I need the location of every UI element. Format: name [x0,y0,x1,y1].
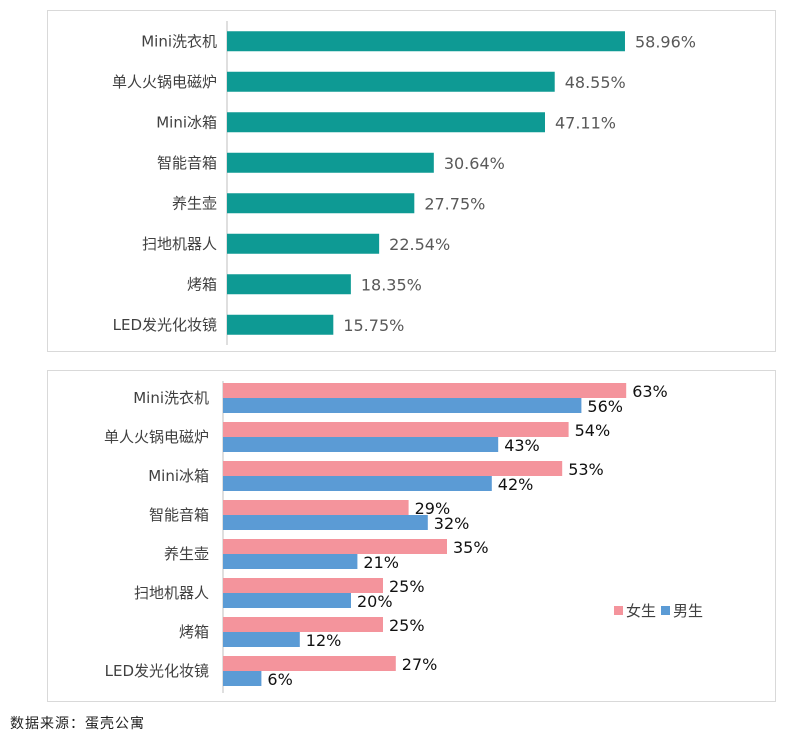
bar-female [223,461,563,476]
bar-female [223,383,627,398]
value-label: 18.35% [361,275,422,294]
category-label: 智能音箱 [149,506,209,524]
value-label-male: 12% [306,631,342,650]
value-label: 58.96% [635,32,696,51]
category-label: Mini洗衣机 [133,389,209,407]
legend-label-male: 男生 [673,602,703,620]
bar [227,233,380,254]
value-label: 47.11% [555,113,616,132]
chart-all-users: Mini洗衣机 58.96% 单人火锅电磁炉 48.55% Mini冰箱 47.11% 智能… [112,21,696,345]
chart-by-gender: Mini洗衣机 63% 56% 单人火锅电磁炉 54% 43% Mini冰箱 53% 42% 智能… [104,381,703,693]
value-label-female: 35% [453,538,489,557]
category-label: LED发光化妆镜 [105,662,209,680]
legend-swatch-male [661,606,670,615]
legend-swatch-female [614,606,623,615]
category-label: 烤箱 [187,275,217,293]
value-label-female: 29% [415,499,451,518]
bar-female [223,656,396,671]
bar-male [223,515,428,530]
category-label: 单人火锅电磁炉 [104,428,209,446]
bar [227,112,545,133]
bar-male [223,437,499,452]
value-label-male: 20% [357,592,393,611]
value-label: 30.64% [444,154,505,173]
category-label: 养生壶 [172,194,217,212]
bar-female [223,500,409,515]
value-label-female: 27% [402,655,438,674]
bar [227,274,351,295]
value-label-male: 43% [504,436,540,455]
category-label: 扫地机器人 [134,584,209,602]
value-label: 27.75% [424,194,485,213]
source-note: 数据来源：蛋壳公寓 [10,716,145,732]
value-label-female: 54% [575,421,611,440]
value-label-male: 56% [587,397,623,416]
category-label: Mini洗衣机 [141,32,217,50]
value-label-male: 32% [434,514,470,533]
bar-male [223,476,492,491]
bar-female [223,539,447,554]
bar-female [223,422,569,437]
bar-male [223,398,582,413]
bar-female [223,578,383,593]
value-label-female: 63% [632,382,668,401]
value-label-male: 42% [498,475,534,494]
bar-male [223,671,262,686]
category-label: Mini冰箱 [148,467,209,485]
bar-male [223,593,351,608]
category-label: 扫地机器人 [142,235,217,253]
top-chart-panel: Mini洗衣机 58.96% 单人火锅电磁炉 48.55% Mini冰箱 47.11% 智能… [47,10,776,352]
bar [227,31,625,52]
value-label-male: 21% [363,553,399,572]
value-label-male: 6% [267,670,292,689]
category-label: 养生壶 [164,545,209,563]
category-label: 烤箱 [179,623,209,641]
bar [227,193,415,214]
value-label-female: 25% [389,577,425,596]
value-label: 22.54% [389,235,450,254]
value-label: 15.75% [343,316,404,335]
category-label: LED发光化妆镜 [113,316,217,334]
bar [227,152,434,173]
bar-female [223,617,383,632]
category-label: 智能音箱 [157,154,217,172]
category-label: 单人火锅电磁炉 [112,73,217,91]
bar-male [223,632,300,647]
category-label: Mini冰箱 [156,113,217,131]
value-label-female: 53% [568,460,604,479]
bar [227,314,334,335]
bar-male [223,554,358,569]
bottom-chart-panel: Mini洗衣机 63% 56% 单人火锅电磁炉 54% 43% Mini冰箱 53% 42% 智能… [47,370,776,702]
bar [227,71,555,92]
value-label: 48.55% [565,73,626,92]
value-label-female: 25% [389,616,425,635]
legend-label-female: 女生 [626,602,656,620]
